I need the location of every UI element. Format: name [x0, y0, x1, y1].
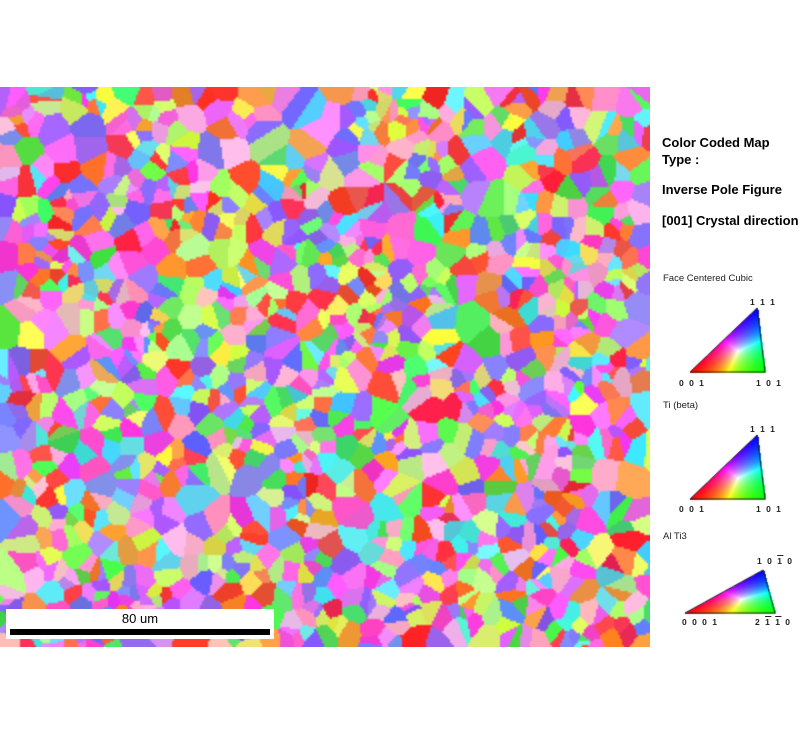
legend-title-alti3: Al Ti3: [663, 531, 687, 542]
ipf-triangle-ti-beta: [688, 432, 778, 502]
label-111: 1 1 1: [750, 424, 777, 434]
label-101: 1 0 1: [756, 378, 783, 388]
label-111: 1 1 1: [750, 297, 777, 307]
info-line-2: Type :: [662, 152, 700, 167]
ipf-triangle-fcc: [688, 305, 778, 375]
label-001: 0 0 1: [679, 378, 706, 388]
label-2-1-10: 2 1 1 0: [755, 617, 792, 627]
label-001: 0 0 1: [679, 504, 706, 514]
label-101: 1 0 1: [756, 504, 783, 514]
info-line-3: Inverse Pole Figure: [662, 182, 782, 197]
ipf-grain-map: [0, 87, 650, 647]
scale-bar: 80 um: [6, 609, 274, 639]
label-10-10: 1 0 1 0: [757, 556, 794, 566]
legend-title-ti-beta: Ti (beta): [663, 400, 699, 411]
label-0001: 0 0 0 1: [682, 617, 719, 627]
legend-title-fcc: Face Centered Cubic: [663, 273, 753, 284]
scale-bar-line: [10, 629, 270, 635]
ipf-triangle-alti3: [683, 565, 783, 617]
scale-bar-label: 80 um: [121, 611, 159, 626]
info-line-4: [001] Crystal direction: [662, 213, 799, 228]
info-line-1: Color Coded Map: [662, 135, 770, 150]
